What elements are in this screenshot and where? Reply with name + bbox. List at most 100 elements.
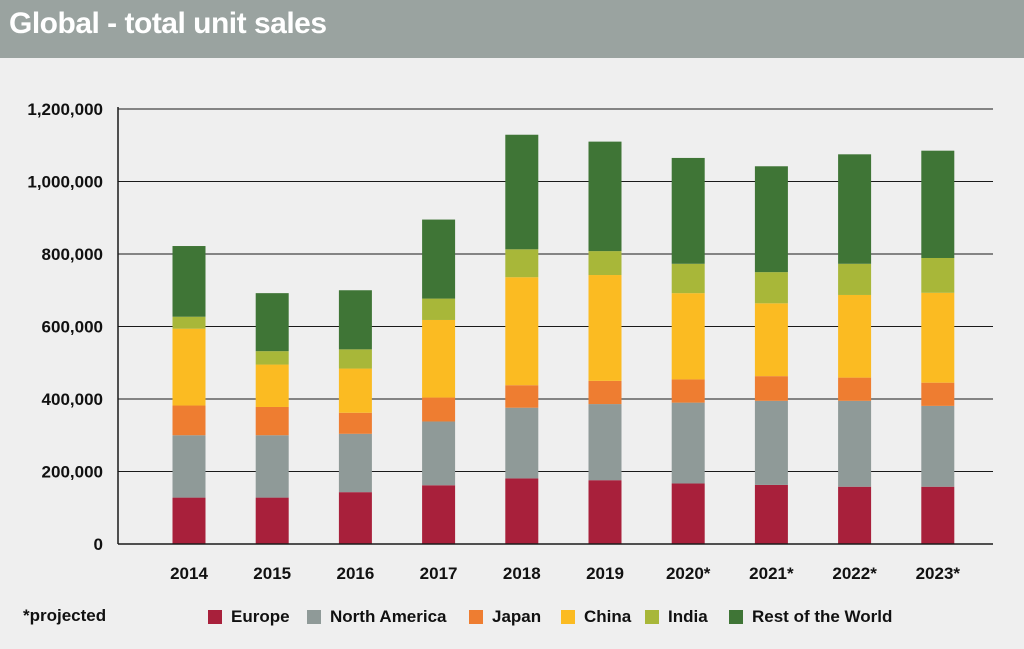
- chart-title: Global - total unit sales: [9, 7, 327, 40]
- bar-segment-north-america: [838, 400, 872, 487]
- legend-swatch-india: [645, 610, 659, 624]
- legend-swatch-rest-of-the-world: [729, 610, 743, 624]
- x-tick-label: 2021*: [749, 564, 794, 583]
- legend-label-north-america: North America: [330, 607, 447, 626]
- legend-label-china: China: [584, 607, 632, 626]
- y-tick-label: 0: [94, 535, 103, 554]
- bar-segment-india: [505, 249, 539, 278]
- legend-item-rest-of-the-world: Rest of the World: [729, 606, 892, 628]
- bar-segment-japan: [588, 380, 622, 405]
- legend-item-china: China: [561, 606, 631, 628]
- bar-segment-japan: [255, 406, 289, 436]
- legend-label-japan: Japan: [492, 607, 542, 626]
- bar-segment-rest-of-the-world: [671, 157, 705, 264]
- legend-item-india: India: [645, 606, 708, 628]
- bar-segment-north-america: [338, 433, 372, 493]
- bar-segment-japan: [921, 382, 955, 406]
- bar-segment-india: [255, 351, 289, 365]
- bar-segment-rest-of-the-world: [505, 134, 539, 250]
- bar-segment-japan: [422, 397, 456, 422]
- bar-segment-north-america: [172, 435, 206, 498]
- legend-swatch-china: [561, 610, 575, 624]
- legend-label-europe: Europe: [231, 607, 290, 626]
- y-tick-label: 1,000,000: [27, 173, 103, 192]
- legend-label-rest-of-the-world: Rest of the World: [752, 607, 893, 626]
- x-tick-label: 2023*: [916, 564, 961, 583]
- bar-segment-rest-of-the-world: [338, 290, 372, 350]
- bar-segment-rest-of-the-world: [838, 154, 872, 264]
- legend-item-japan: Japan: [469, 606, 541, 628]
- bar-segment-europe: [172, 497, 206, 544]
- legend-label-india: India: [668, 607, 708, 626]
- x-tick-label: 2015: [253, 564, 291, 583]
- x-tick-label: 2020*: [666, 564, 711, 583]
- bar-segment-rest-of-the-world: [255, 293, 289, 352]
- bar-segment-rest-of-the-world: [422, 219, 456, 299]
- bar-segment-china: [422, 319, 456, 398]
- y-tick-label: 1,200,000: [27, 100, 103, 119]
- bar-segment-india: [838, 263, 872, 295]
- y-tick-label: 800,000: [42, 245, 103, 264]
- legend-swatch-north-america: [307, 610, 321, 624]
- projected-footnote: *projected: [23, 606, 107, 625]
- bar-segment-india: [422, 298, 456, 320]
- bar-segment-europe: [588, 480, 622, 544]
- bar-segment-china: [588, 275, 622, 381]
- x-tick-label: 2019: [586, 564, 624, 583]
- x-tick-label: 2016: [336, 564, 374, 583]
- bar-segment-rest-of-the-world: [754, 166, 788, 273]
- bar-segment-japan: [172, 405, 206, 436]
- bar-segment-india: [754, 272, 788, 304]
- x-tick-label: 2018: [503, 564, 541, 583]
- bars: [172, 134, 955, 544]
- chart-header: Global - total unit sales: [0, 0, 1024, 58]
- bar-segment-rest-of-the-world: [921, 150, 955, 258]
- bar-segment-india: [172, 316, 206, 329]
- bar-segment-japan: [505, 385, 539, 408]
- legend-swatch-europe: [208, 610, 222, 624]
- x-tick-label: 2014: [170, 564, 208, 583]
- bar-segment-china: [838, 294, 872, 378]
- bar-segment-north-america: [588, 404, 622, 481]
- bar-segment-india: [338, 349, 372, 369]
- bar-segment-north-america: [422, 421, 456, 486]
- bar-segment-rest-of-the-world: [172, 246, 206, 317]
- legend-item-europe: Europe: [208, 606, 290, 628]
- bar-segment-japan: [754, 376, 788, 401]
- bar-segment-china: [671, 293, 705, 380]
- axes: 0 200,000 400,000 600,000 800,000 1,000,000 1,…: [27, 100, 993, 583]
- bar-segment-japan: [838, 377, 872, 401]
- bar-segment-europe: [921, 486, 955, 544]
- legend-item-north-america: North America: [307, 606, 447, 628]
- bar-segment-china: [338, 368, 372, 413]
- legend: *projected Europe North America Japan Ch…: [0, 606, 1024, 630]
- bar-segment-china: [255, 364, 289, 407]
- bar-segment-india: [921, 257, 955, 293]
- bar-segment-rest-of-the-world: [588, 141, 622, 252]
- bar-segment-europe: [422, 485, 456, 544]
- y-tick-label: 400,000: [42, 390, 103, 409]
- bar-segment-north-america: [921, 405, 955, 487]
- x-tick-label: 2022*: [832, 564, 877, 583]
- bar-segment-europe: [338, 492, 372, 544]
- bar-segment-north-america: [505, 407, 539, 479]
- bar-segment-japan: [671, 379, 705, 403]
- y-tick-label: 200,000: [42, 463, 103, 482]
- bar-segment-china: [754, 303, 788, 377]
- y-tick-label: 600,000: [42, 318, 103, 337]
- bar-segment-china: [172, 328, 206, 406]
- bar-segment-north-america: [671, 402, 705, 484]
- legend-swatch-japan: [469, 610, 483, 624]
- x-tick-label: 2017: [420, 564, 458, 583]
- bar-segment-china: [505, 277, 539, 386]
- bar-segment-india: [671, 263, 705, 294]
- bar-segment-europe: [255, 497, 289, 544]
- bar-segment-north-america: [255, 435, 289, 498]
- bar-segment-europe: [505, 478, 539, 544]
- stacked-bar-chart: 0 200,000 400,000 600,000 800,000 1,000,000 1,…: [27, 100, 993, 583]
- bar-segment-china: [921, 292, 955, 383]
- bar-segment-india: [588, 251, 622, 276]
- bar-segment-europe: [754, 484, 788, 544]
- bar-segment-japan: [338, 412, 372, 434]
- bar-segment-europe: [671, 483, 705, 544]
